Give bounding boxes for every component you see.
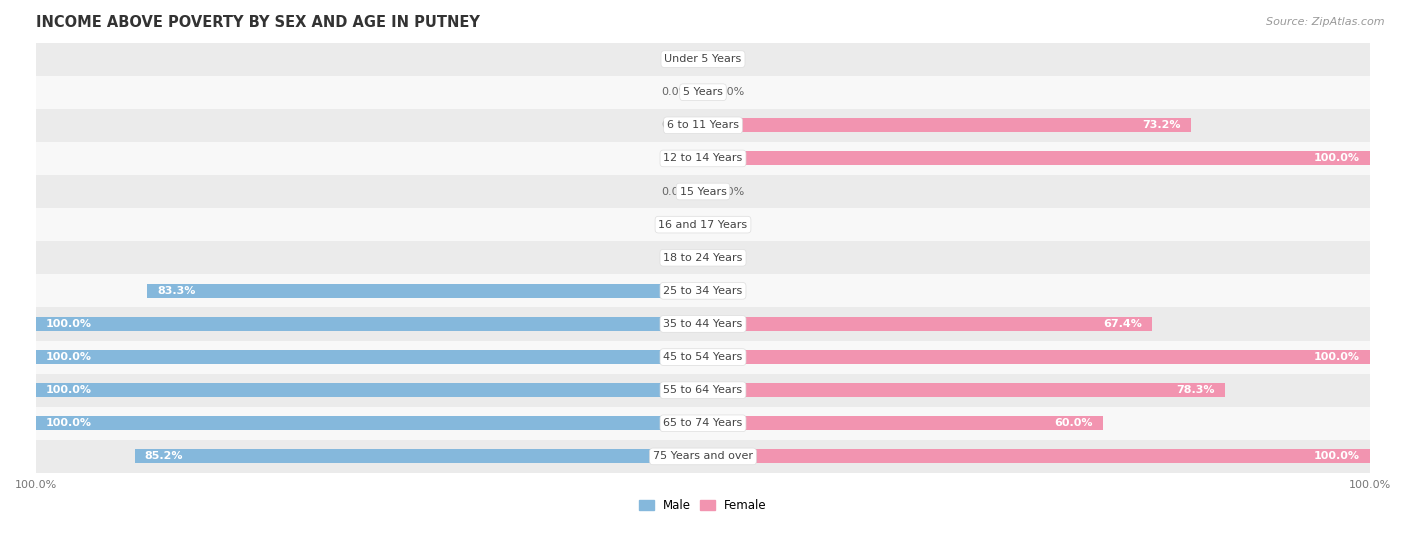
Bar xyxy=(37,383,703,397)
Bar xyxy=(37,416,703,430)
Text: 0.0%: 0.0% xyxy=(716,87,745,97)
Text: 35 to 44 Years: 35 to 44 Years xyxy=(664,319,742,329)
Bar xyxy=(37,142,1369,175)
Text: 16 and 17 Years: 16 and 17 Years xyxy=(658,220,748,230)
Text: 65 to 74 Years: 65 to 74 Years xyxy=(664,418,742,428)
Text: 78.3%: 78.3% xyxy=(1177,385,1215,395)
Bar xyxy=(135,449,703,463)
Text: 12 to 14 Years: 12 to 14 Years xyxy=(664,153,742,163)
Bar xyxy=(37,407,1369,440)
Text: 0.0%: 0.0% xyxy=(661,187,690,197)
Text: 0.0%: 0.0% xyxy=(661,87,690,97)
Text: 60.0%: 60.0% xyxy=(1054,418,1092,428)
Bar xyxy=(703,350,1369,364)
Bar xyxy=(703,416,1104,430)
Text: 0.0%: 0.0% xyxy=(716,220,745,230)
Text: 25 to 34 Years: 25 to 34 Years xyxy=(664,286,742,296)
Bar xyxy=(703,151,1369,165)
Text: 0.0%: 0.0% xyxy=(716,187,745,197)
Bar xyxy=(37,317,703,331)
Bar xyxy=(37,274,1369,307)
Text: 0.0%: 0.0% xyxy=(661,120,690,130)
Text: 100.0%: 100.0% xyxy=(1313,452,1360,461)
Text: 6 to 11 Years: 6 to 11 Years xyxy=(666,120,740,130)
Legend: Male, Female: Male, Female xyxy=(634,494,772,517)
Text: 45 to 54 Years: 45 to 54 Years xyxy=(664,352,742,362)
Bar xyxy=(37,109,1369,142)
Text: 100.0%: 100.0% xyxy=(46,319,93,329)
Text: 0.0%: 0.0% xyxy=(661,220,690,230)
Bar xyxy=(37,75,1369,109)
Text: 18 to 24 Years: 18 to 24 Years xyxy=(664,253,742,263)
Bar xyxy=(148,284,703,298)
Text: 0.0%: 0.0% xyxy=(661,153,690,163)
Bar xyxy=(37,307,1369,340)
Bar xyxy=(37,208,1369,241)
Text: 0.0%: 0.0% xyxy=(661,253,690,263)
Text: 85.2%: 85.2% xyxy=(145,452,183,461)
Text: 0.0%: 0.0% xyxy=(716,54,745,64)
Text: 100.0%: 100.0% xyxy=(46,418,93,428)
Bar xyxy=(703,317,1153,331)
Bar xyxy=(37,241,1369,274)
Text: 0.0%: 0.0% xyxy=(716,286,745,296)
Text: 100.0%: 100.0% xyxy=(1313,352,1360,362)
Text: Under 5 Years: Under 5 Years xyxy=(665,54,741,64)
Bar xyxy=(703,449,1369,463)
Text: 100.0%: 100.0% xyxy=(1313,153,1360,163)
Bar xyxy=(37,175,1369,208)
Bar xyxy=(37,350,703,364)
Bar xyxy=(37,373,1369,407)
Bar xyxy=(703,119,1191,132)
Text: 5 Years: 5 Years xyxy=(683,87,723,97)
Text: 0.0%: 0.0% xyxy=(716,253,745,263)
Text: 55 to 64 Years: 55 to 64 Years xyxy=(664,385,742,395)
Text: 75 Years and over: 75 Years and over xyxy=(652,452,754,461)
Text: 67.4%: 67.4% xyxy=(1104,319,1143,329)
Bar xyxy=(37,440,1369,473)
Bar xyxy=(37,340,1369,373)
Text: 100.0%: 100.0% xyxy=(46,385,93,395)
Text: 100.0%: 100.0% xyxy=(46,352,93,362)
Bar xyxy=(703,383,1225,397)
Text: 73.2%: 73.2% xyxy=(1143,120,1181,130)
Text: 0.0%: 0.0% xyxy=(661,54,690,64)
Text: Source: ZipAtlas.com: Source: ZipAtlas.com xyxy=(1267,17,1385,27)
Bar xyxy=(37,42,1369,75)
Text: 83.3%: 83.3% xyxy=(157,286,195,296)
Text: 15 Years: 15 Years xyxy=(679,187,727,197)
Text: INCOME ABOVE POVERTY BY SEX AND AGE IN PUTNEY: INCOME ABOVE POVERTY BY SEX AND AGE IN P… xyxy=(37,15,479,30)
